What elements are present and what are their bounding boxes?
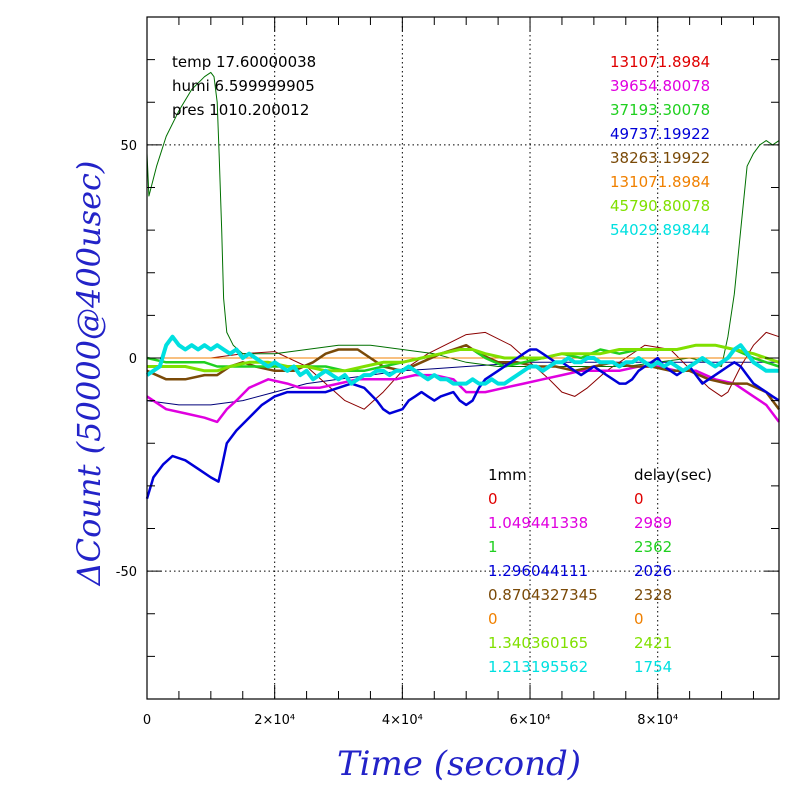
series-value-6: 45790.80078 xyxy=(610,197,710,215)
x-axis-label: Time (second) xyxy=(337,744,581,784)
y-tick-label-2: 50 xyxy=(120,139,137,154)
table-1mm-3: 1.296044111 xyxy=(488,562,588,580)
table-1mm-6: 1.340360165 xyxy=(488,634,588,652)
x-tick-label-0: 0 xyxy=(143,713,151,728)
series-value-1: 39654.80078 xyxy=(610,77,710,95)
table-delay-0: 0 xyxy=(634,490,644,508)
env-label-pres: pres 1010.200012 xyxy=(172,101,309,119)
table-1mm-4: 0.8704327345 xyxy=(488,586,598,604)
series-value-2: 37193.30078 xyxy=(610,101,710,119)
env-label-temp: temp 17.60000038 xyxy=(172,53,316,71)
y-tick-label-0: -50 xyxy=(116,565,137,580)
table-delay-4: 2328 xyxy=(634,586,672,604)
x-tick-label-4: 8×10⁴ xyxy=(637,713,678,728)
offset-delay-table: 1mm delay(sec) 0 0 1.049441338 2989 1 2362 1.2… xyxy=(488,466,712,676)
series-line-7 xyxy=(147,343,780,373)
series-value-0: 131071.8984 xyxy=(610,53,710,71)
series-lines xyxy=(145,71,781,500)
table-delay-2: 2362 xyxy=(634,538,672,556)
y-tick-label-1: 0 xyxy=(129,352,137,367)
series-value-3: 49737.19922 xyxy=(610,125,710,143)
series-value-5: 131071.8984 xyxy=(610,173,710,191)
series-line-8 xyxy=(145,348,780,500)
series-line-2 xyxy=(146,71,780,367)
series-value-7: 54029.89844 xyxy=(610,221,710,239)
table-delay-5: 0 xyxy=(634,610,644,628)
table-1mm-5: 0 xyxy=(488,610,498,628)
tick-labels: 0 2×10⁴ 4×10⁴ 6×10⁴ 8×10⁴ -50 0 50 xyxy=(116,139,678,728)
series-line-4 xyxy=(146,365,780,424)
environment-labels: temp 17.60000038 humi 6.599999905 pres 1… xyxy=(172,53,316,119)
table-delay-1: 2989 xyxy=(634,514,672,532)
table-header-delay: delay(sec) xyxy=(634,466,712,484)
table-delay-3: 2026 xyxy=(634,562,672,580)
table-1mm-2: 1 xyxy=(488,538,498,556)
env-label-humi: humi 6.599999905 xyxy=(172,77,315,95)
table-1mm-1: 1.049441338 xyxy=(488,514,588,532)
table-1mm-0: 0 xyxy=(488,490,498,508)
series-line-9 xyxy=(145,334,779,386)
x-tick-label-1: 2×10⁴ xyxy=(254,713,295,728)
tick-marks xyxy=(146,17,779,699)
series-value-labels: 131071.8984 39654.80078 37193.30078 49737.1… xyxy=(610,53,710,239)
table-1mm-7: 1.213195562 xyxy=(488,658,588,676)
series-value-4: 38263.19922 xyxy=(610,149,710,167)
x-tick-label-3: 6×10⁴ xyxy=(510,713,551,728)
table-delay-7: 1754 xyxy=(634,658,672,676)
table-delay-6: 2421 xyxy=(634,634,672,652)
series-line-0 xyxy=(146,361,779,406)
x-tick-label-2: 4×10⁴ xyxy=(382,713,423,728)
table-header-1mm: 1mm xyxy=(488,466,527,484)
y-axis-label: ΔCount (50000@400usec) xyxy=(70,161,108,588)
